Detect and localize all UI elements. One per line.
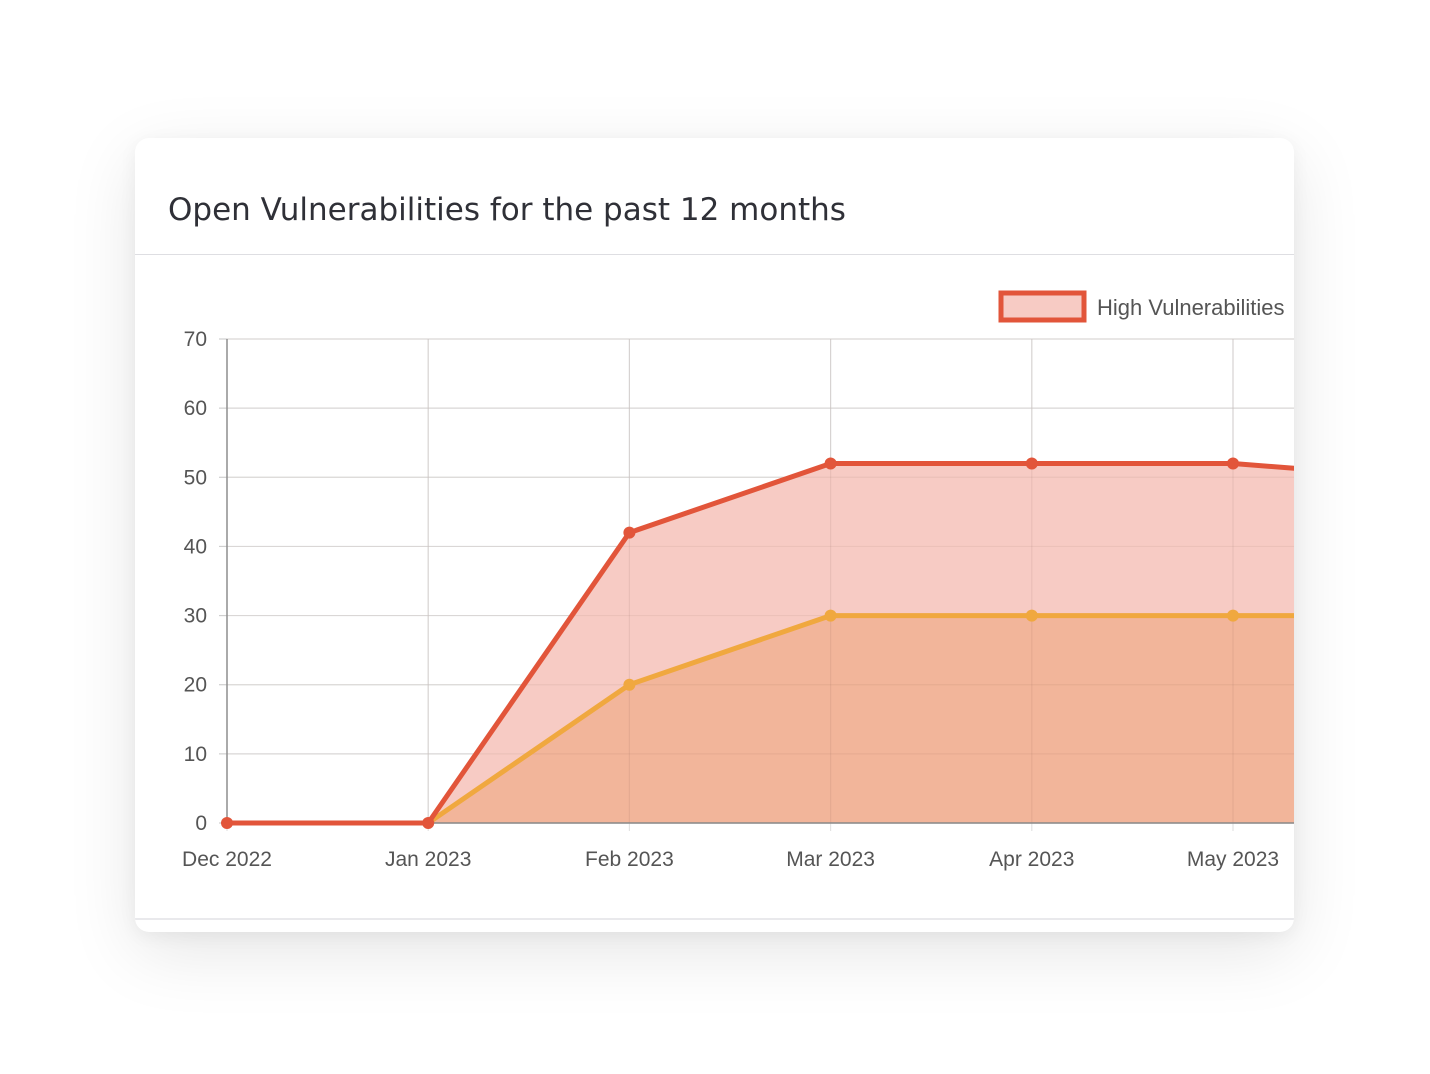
series-high-point bbox=[623, 526, 636, 539]
y-tick-label: 20 bbox=[184, 674, 207, 697]
series-high-point bbox=[422, 817, 435, 829]
y-tick-label: 10 bbox=[184, 743, 207, 766]
series-lower-point bbox=[1227, 609, 1239, 622]
y-tick-label: 0 bbox=[195, 812, 207, 835]
legend-layer[interactable]: High Vulnerabilities bbox=[998, 290, 1285, 323]
legend-swatch-high bbox=[998, 290, 1087, 323]
series-lower-point bbox=[824, 609, 837, 622]
series-lower-area bbox=[227, 615, 1294, 823]
x-tick-label: Feb 2023 bbox=[585, 848, 674, 871]
series-high-point bbox=[824, 457, 837, 470]
label-layer: 0 10 20 30 40 50 60 70 Dec 2022 Jan 2023 Feb 2023 M… bbox=[182, 328, 1279, 871]
series-high-point bbox=[1227, 457, 1239, 470]
x-tick-label: Dec 2022 bbox=[182, 848, 272, 871]
area-layer bbox=[226, 338, 1294, 824]
series-lower-point bbox=[1025, 609, 1038, 622]
panel-title: Open Vulnerabilities for the past 12 mon… bbox=[168, 192, 846, 228]
point-layer bbox=[221, 457, 1239, 829]
panel-divider bbox=[135, 254, 1294, 255]
x-tick-label: Apr 2023 bbox=[989, 848, 1074, 871]
y-tick-label: 50 bbox=[184, 466, 207, 489]
x-tick-label: May 2023 bbox=[1187, 848, 1279, 871]
series-high-point bbox=[1025, 457, 1038, 470]
series-high-point bbox=[221, 817, 233, 829]
y-tick-label: 70 bbox=[184, 328, 207, 351]
x-tick-label: Jan 2023 bbox=[385, 848, 471, 871]
chart-card: Open Vulnerabilities for the past 12 mon… bbox=[135, 138, 1294, 932]
y-tick-label: 60 bbox=[184, 397, 207, 420]
legend-label-high: High Vulnerabilities bbox=[1097, 295, 1285, 320]
series-lower-point bbox=[623, 678, 636, 691]
x-tick-label: Mar 2023 bbox=[786, 848, 875, 871]
vulnerabilities-area-chart: 0 10 20 30 40 50 60 70 Dec 2022 Jan 2023 Feb 2023 M… bbox=[182, 290, 1294, 871]
y-tick-label: 40 bbox=[184, 535, 207, 558]
y-tick-label: 30 bbox=[184, 605, 207, 628]
